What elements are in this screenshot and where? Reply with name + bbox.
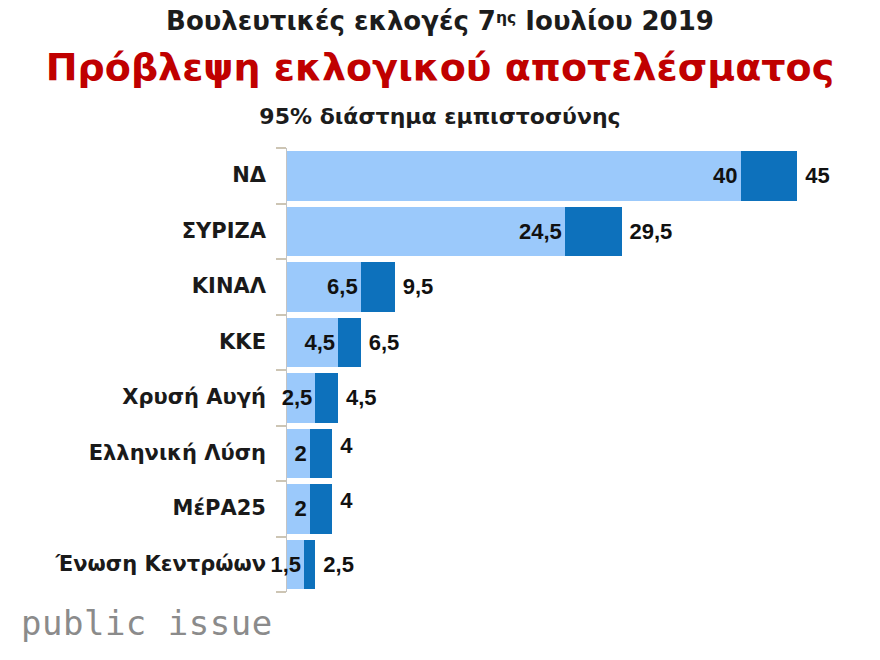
upper-bound-value-label: 9,5 [403, 262, 434, 312]
upper-bound-value-label: 4,5 [346, 373, 377, 423]
lower-bound-value-label: 24,5 [442, 207, 562, 257]
lower-bound-value-label: 2 [187, 429, 307, 479]
page-title-text: Βουλευτικές εκλογές 7 [166, 6, 496, 36]
upper-bound-value-label: 45 [805, 151, 829, 201]
axis-tick [276, 425, 286, 427]
lower-bound-value-label: 40 [618, 151, 738, 201]
lower-bound-value-label: 2 [187, 484, 307, 534]
lower-bound-value-label: 4,5 [215, 318, 335, 368]
bar-upper-range [310, 484, 333, 534]
axis-tick [276, 536, 286, 538]
lower-bound-value-label: 1,5 [181, 540, 301, 590]
category-label: ΚΙΝΑΛ [0, 262, 266, 312]
axis-tick [276, 314, 286, 316]
axis-tick [276, 258, 286, 260]
bar-upper-range [338, 318, 361, 368]
bar-upper-range [361, 262, 395, 312]
lower-bound-value-label: 2,5 [192, 373, 312, 423]
upper-bound-value-label: 29,5 [630, 207, 673, 257]
page-title: Βουλευτικές εκλογές 7ης Ιουλίου 2019 [0, 6, 880, 36]
axis-tick [276, 480, 286, 482]
lower-bound-value-label: 6,5 [238, 262, 358, 312]
chart-subtitle: Πρόβλεψη εκλογικού αποτελέσματος [0, 45, 880, 89]
upper-bound-value-label: 4 [340, 476, 352, 526]
bar-upper-range [304, 540, 315, 590]
axis-tick [276, 203, 286, 205]
axis-tick [276, 369, 286, 371]
upper-bound-value-label: 6,5 [369, 318, 400, 368]
public-issue-logo: public issue [21, 603, 273, 643]
confidence-interval-note: 95% διάστημα εμπιστοσύνης [0, 104, 880, 129]
bar-upper-range [741, 151, 798, 201]
bar-upper-range [315, 373, 338, 423]
axis-tick [276, 147, 286, 149]
election-forecast-chart-page: Βουλευτικές εκλογές 7ης Ιουλίου 2019 Πρό… [0, 0, 880, 660]
category-label: ΣΥΡΙΖΑ [0, 207, 266, 257]
bar-upper-range [565, 207, 622, 257]
axis-tick [276, 591, 286, 593]
page-title-superscript: ης [496, 9, 516, 27]
upper-bound-value-label: 2,5 [323, 540, 354, 590]
page-title-text-2: Ιουλίου 2019 [516, 6, 714, 36]
category-label: ΝΔ [0, 151, 266, 201]
upper-bound-value-label: 4 [340, 421, 352, 471]
bar-upper-range [310, 429, 333, 479]
